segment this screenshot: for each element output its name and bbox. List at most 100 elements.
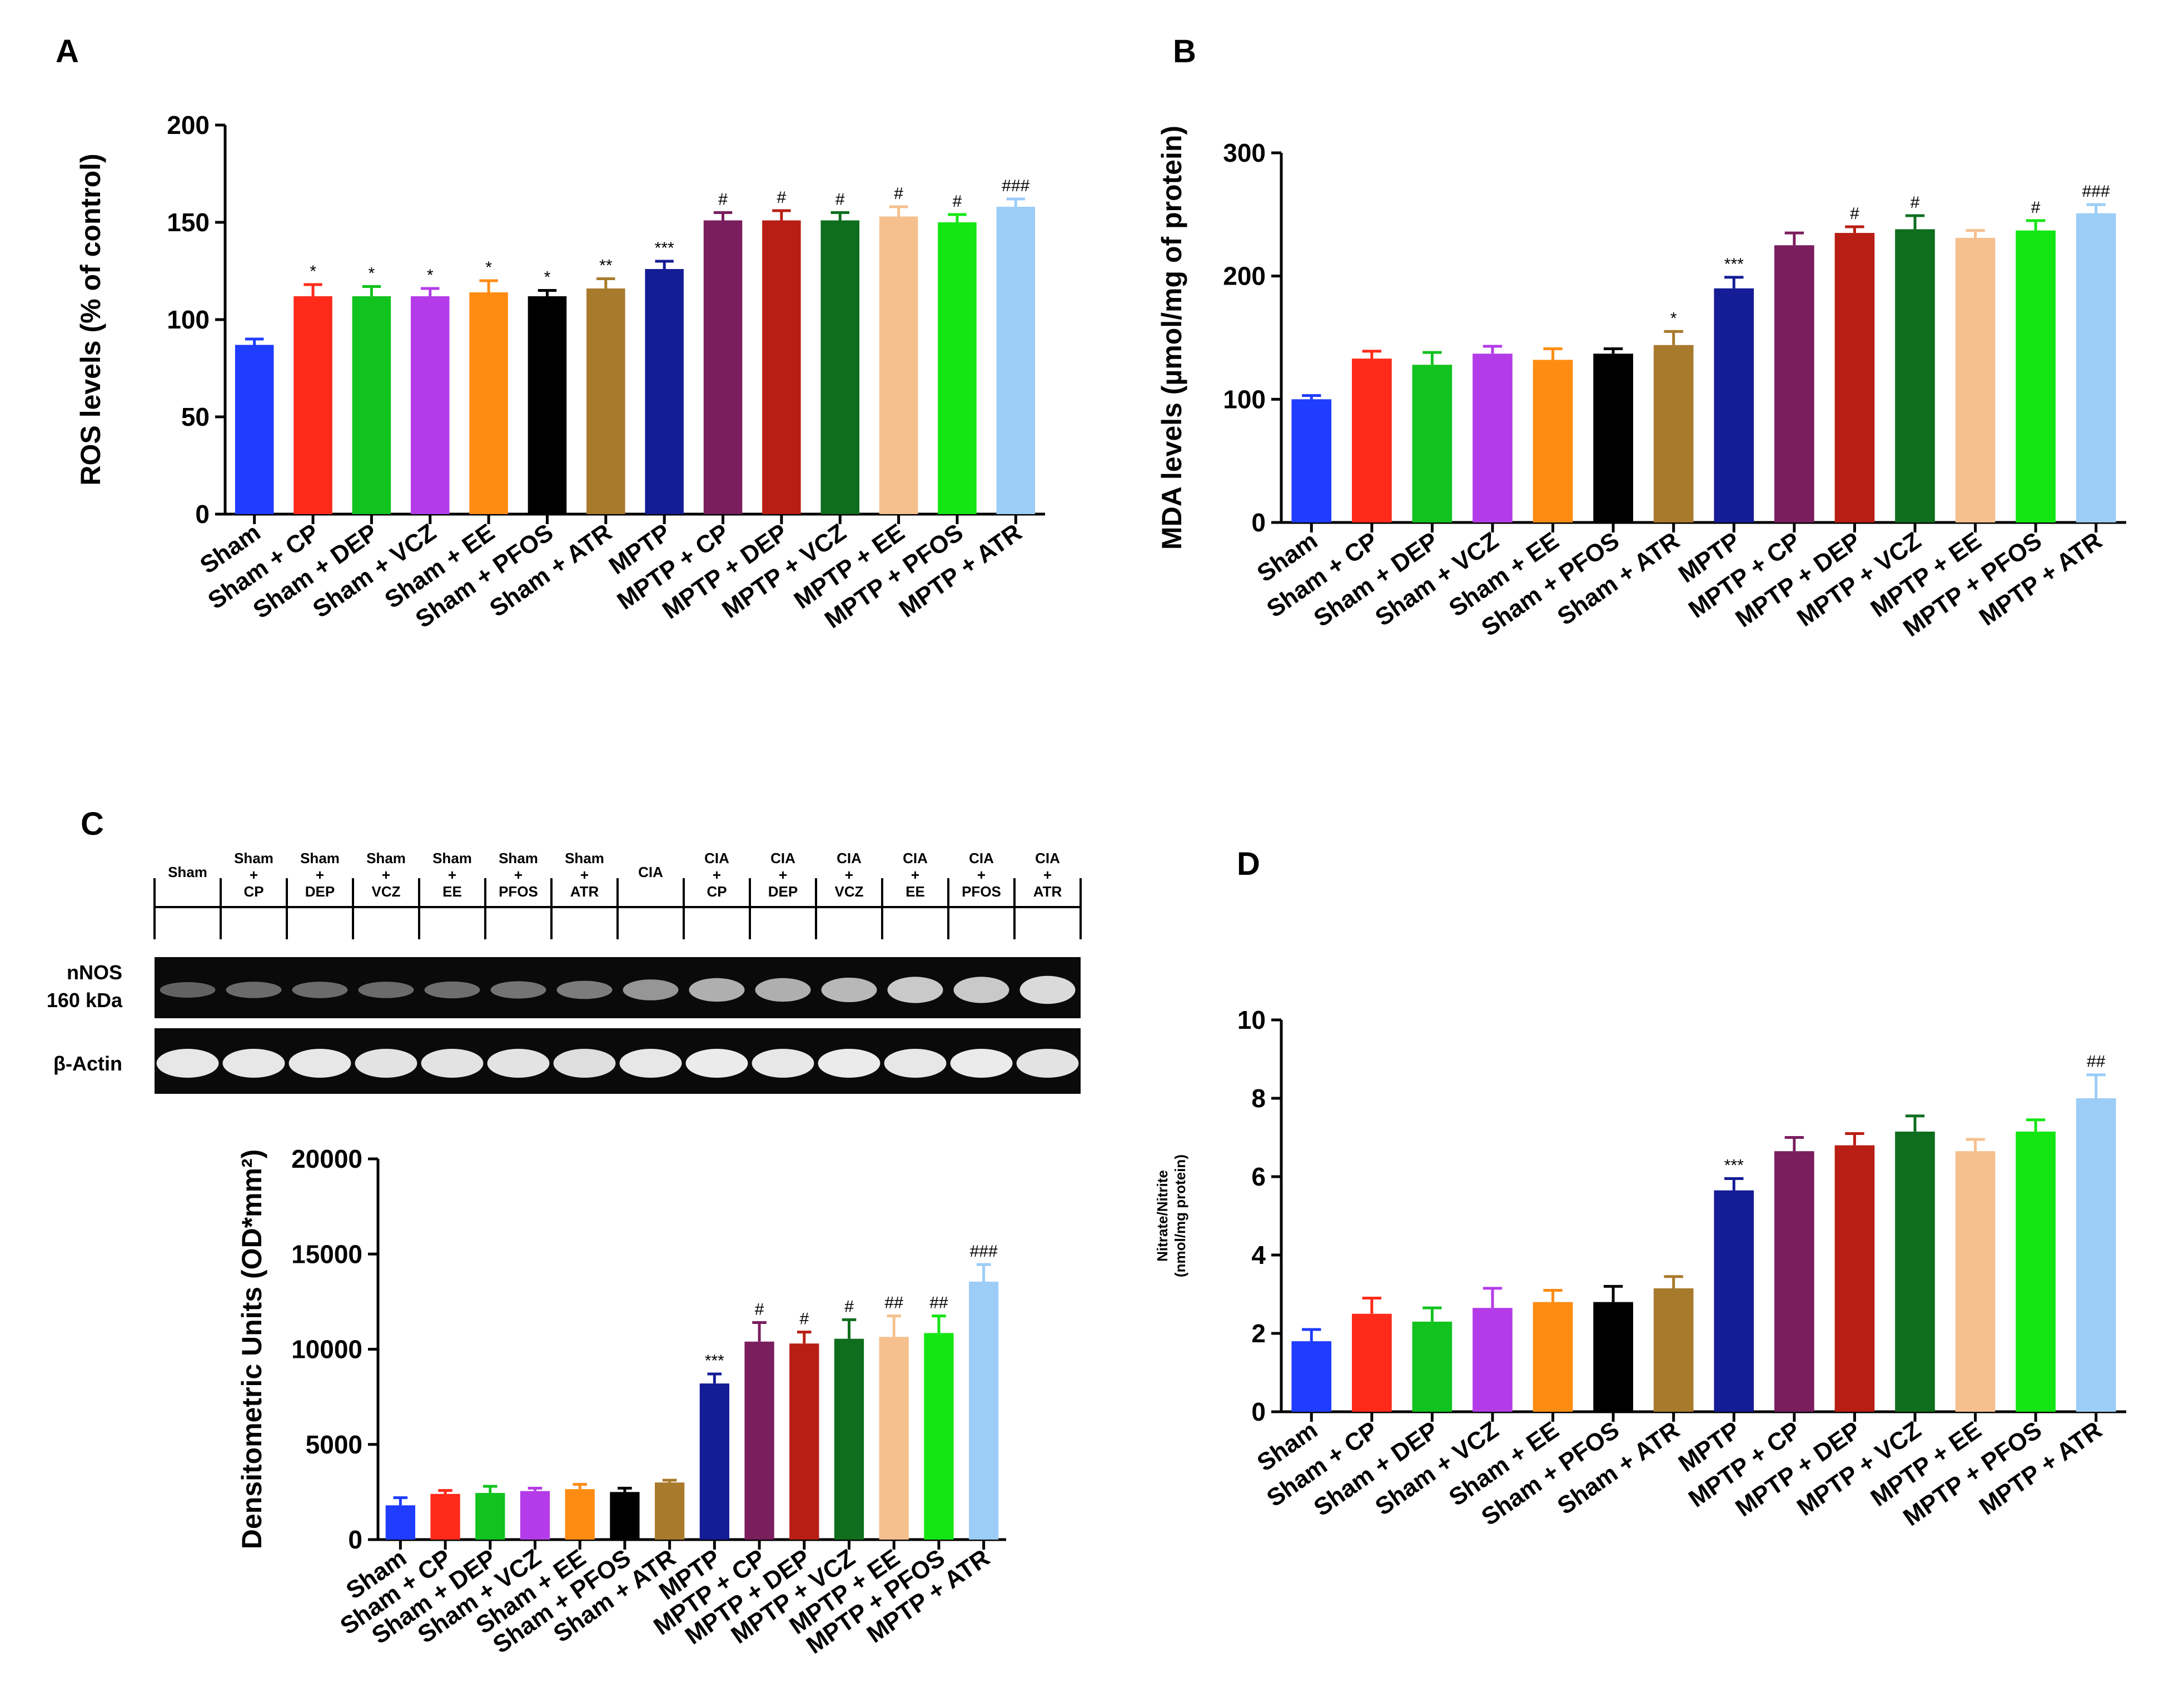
bar bbox=[352, 296, 391, 514]
significance-label: # bbox=[2031, 198, 2041, 217]
bar bbox=[528, 296, 567, 514]
bar bbox=[1291, 1341, 1332, 1412]
bar bbox=[655, 1482, 685, 1540]
bar bbox=[1834, 233, 1875, 522]
panel-letter-d: D bbox=[1237, 846, 1260, 882]
y-tick-label: 15000 bbox=[291, 1239, 362, 1268]
bar bbox=[1774, 245, 1814, 522]
bar bbox=[2076, 1098, 2116, 1412]
bar bbox=[610, 1492, 640, 1540]
significance-label: # bbox=[844, 1297, 854, 1316]
bar bbox=[1653, 1288, 1694, 1412]
y-axis-title: Densitometric Units (OD*mm²) bbox=[236, 1149, 267, 1550]
western-blot: ShamSham+CPSham+DEPSham+VCZSham+EESham+P… bbox=[47, 850, 1082, 1094]
significance-label: * bbox=[544, 268, 551, 287]
chart-c-densitometry: 0 5000 10000 15000 20000 Densitometric Units … bbox=[236, 1144, 1006, 1659]
bar bbox=[293, 296, 332, 514]
blot-lane-label: DEP bbox=[305, 883, 335, 900]
y-tick-label: 2 bbox=[1251, 1319, 1266, 1348]
bar bbox=[1412, 365, 1452, 522]
y-tick-label: 100 bbox=[167, 305, 210, 334]
significance-label: # bbox=[718, 191, 728, 209]
significance-label: * bbox=[1670, 309, 1677, 327]
bar bbox=[969, 1281, 999, 1540]
y-tick-label: 6 bbox=[1251, 1162, 1266, 1191]
actin-band bbox=[619, 1049, 682, 1078]
significance-label: ### bbox=[970, 1242, 998, 1261]
significance-label: # bbox=[835, 191, 845, 209]
actin-band bbox=[222, 1049, 285, 1078]
blot-lane-label: + bbox=[580, 867, 589, 883]
blot-lane-label: + bbox=[845, 867, 853, 883]
bar bbox=[938, 222, 977, 514]
y-tick-label: 100 bbox=[1223, 385, 1266, 414]
bar bbox=[1412, 1321, 1452, 1412]
bar bbox=[1352, 1313, 1392, 1412]
significance-label: *** bbox=[705, 1352, 724, 1370]
nnos-band bbox=[160, 982, 216, 998]
significance-label: # bbox=[1850, 205, 1859, 223]
significance-label: # bbox=[755, 1301, 764, 1319]
significance-label: *** bbox=[1724, 1157, 1744, 1175]
blot-lane-label: + bbox=[977, 867, 986, 883]
blot-lane-label: PFOS bbox=[962, 883, 1001, 900]
bar bbox=[475, 1493, 505, 1540]
actin-band bbox=[818, 1049, 880, 1078]
bar bbox=[996, 207, 1036, 514]
y-tick-label: 50 bbox=[181, 402, 210, 431]
bar bbox=[2076, 213, 2116, 522]
bar bbox=[385, 1505, 415, 1540]
bar bbox=[2016, 1131, 2056, 1412]
bar bbox=[1593, 1302, 1633, 1412]
bar bbox=[469, 292, 508, 514]
actin-band bbox=[553, 1049, 616, 1078]
nnos-band bbox=[623, 979, 679, 1000]
y-tick-label: 10 bbox=[1237, 1005, 1266, 1034]
blot-lane-label: EE bbox=[442, 883, 462, 900]
y-tick-label: 0 bbox=[195, 500, 210, 529]
nnos-band bbox=[490, 981, 546, 999]
actin-band bbox=[950, 1049, 1013, 1078]
significance-label: # bbox=[894, 185, 903, 203]
y-tick-label: 150 bbox=[167, 208, 210, 237]
blot-lane-label: VCZ bbox=[372, 883, 401, 900]
y-tick-label: 4 bbox=[1251, 1241, 1266, 1269]
blot-lane-label: + bbox=[514, 867, 523, 883]
bar bbox=[2016, 230, 2056, 522]
blot-lane-label: CIA bbox=[1035, 850, 1060, 867]
nnos-band bbox=[226, 982, 282, 998]
blot-lane-label: CP bbox=[243, 883, 263, 900]
bar bbox=[410, 296, 450, 514]
significance-label: ### bbox=[1002, 177, 1029, 195]
blot-lane-label: + bbox=[382, 867, 390, 883]
bar bbox=[879, 216, 918, 514]
panel-letter-b: B bbox=[1173, 33, 1196, 69]
nnos-band bbox=[821, 978, 877, 1002]
bar bbox=[1593, 353, 1633, 522]
significance-label: ### bbox=[2082, 182, 2110, 201]
nnos-label: nNOS bbox=[67, 961, 122, 984]
blot-lane-label: ATR bbox=[570, 883, 599, 900]
bar bbox=[1955, 237, 1996, 522]
significance-label: * bbox=[427, 266, 434, 285]
significance-label: * bbox=[369, 265, 375, 283]
panel-letter-a: A bbox=[56, 33, 79, 69]
chart-b-mda-levels: 0 100 200 300 MDA levels (µmol/mg of protein… bbox=[1156, 126, 2126, 642]
bar bbox=[1653, 345, 1694, 522]
nnos-kda-label: 160 kDa bbox=[47, 989, 123, 1012]
nnos-band bbox=[556, 980, 613, 999]
bar bbox=[789, 1343, 819, 1540]
bar bbox=[1473, 353, 1513, 522]
blot-lane-label: CP bbox=[707, 883, 727, 900]
y-axis-title: ROS levels (% of control) bbox=[75, 153, 106, 485]
actin-band bbox=[355, 1049, 417, 1078]
bar bbox=[1291, 399, 1332, 522]
blot-lane-label: PFOS bbox=[499, 883, 538, 900]
significance-label: # bbox=[799, 1310, 809, 1328]
actin-band bbox=[156, 1049, 219, 1078]
blot-lane-label: Sham bbox=[499, 850, 538, 867]
blot-lane-label: + bbox=[250, 867, 258, 883]
